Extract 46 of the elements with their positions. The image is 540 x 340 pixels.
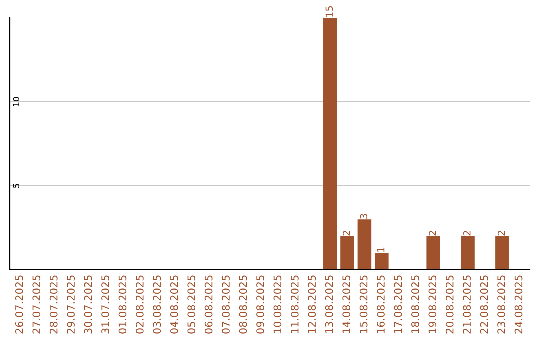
- x-tick-label: 31.07.2025: [102, 276, 110, 334]
- x-tick-label: 14.08.2025: [342, 276, 351, 334]
- data-label: 3: [360, 214, 368, 219]
- bar: [426, 236, 440, 270]
- x-tick-label: 15.08.2025: [360, 276, 368, 334]
- x-tick-label: 13.08.2025: [325, 276, 334, 334]
- x-tick-label: 22.08.2025: [480, 276, 488, 334]
- x-tick-label: 10.08.2025: [274, 276, 282, 334]
- x-tick-label: 07.08.2025: [222, 276, 230, 334]
- y-tick-label: 5: [13, 184, 20, 188]
- x-tick-label: 04.08.2025: [170, 276, 178, 334]
- x-tick-label: 18.08.2025: [412, 276, 420, 334]
- x-tick-label: 06.08.2025: [204, 276, 213, 334]
- x-tick-label: 26.07.2025: [15, 276, 24, 334]
- x-tick-label: 28.07.2025: [50, 276, 58, 334]
- x-tick-label: 02.08.2025: [136, 276, 144, 334]
- x-tick-label: 09.08.2025: [256, 276, 264, 334]
- x-tick-label: 21.08.2025: [463, 276, 472, 334]
- x-tick-label: 20.08.2025: [446, 276, 454, 334]
- data-label: 2: [429, 231, 436, 236]
- bar: [358, 220, 372, 270]
- x-tick-label: 11.08.2025: [290, 276, 299, 334]
- y-tick-label: 10: [13, 97, 20, 106]
- x-tick-label: 16.08.2025: [377, 276, 385, 334]
- x-tick-label: 08.08.2025: [239, 276, 248, 334]
- x-tick-label: 17.08.2025: [394, 276, 402, 334]
- bar: [323, 18, 338, 270]
- bar: [375, 253, 389, 270]
- x-tick-label: 03.08.2025: [153, 276, 162, 334]
- x-tick-label: 05.08.2025: [188, 276, 196, 334]
- x-tick-label: 29.07.2025: [67, 276, 76, 334]
- x-tick-label: 12.08.2025: [308, 276, 316, 334]
- x-tick-label: 24.08.2025: [514, 276, 523, 334]
- x-tick-label: 19.08.2025: [428, 276, 437, 334]
- data-label: 2: [342, 231, 350, 236]
- data-label: 15: [326, 6, 334, 17]
- x-tick-label: 27.07.2025: [32, 276, 41, 334]
- bar: [461, 236, 475, 270]
- data-label: 2: [463, 231, 471, 236]
- x-tick-label: 23.08.2025: [498, 276, 506, 334]
- x-tick-label: 30.07.2025: [84, 276, 92, 334]
- bar: [496, 236, 510, 270]
- data-label: 2: [498, 231, 506, 236]
- bar: [340, 236, 354, 270]
- data-label: 1: [378, 248, 385, 252]
- x-tick-label: 01.08.2025: [118, 276, 127, 334]
